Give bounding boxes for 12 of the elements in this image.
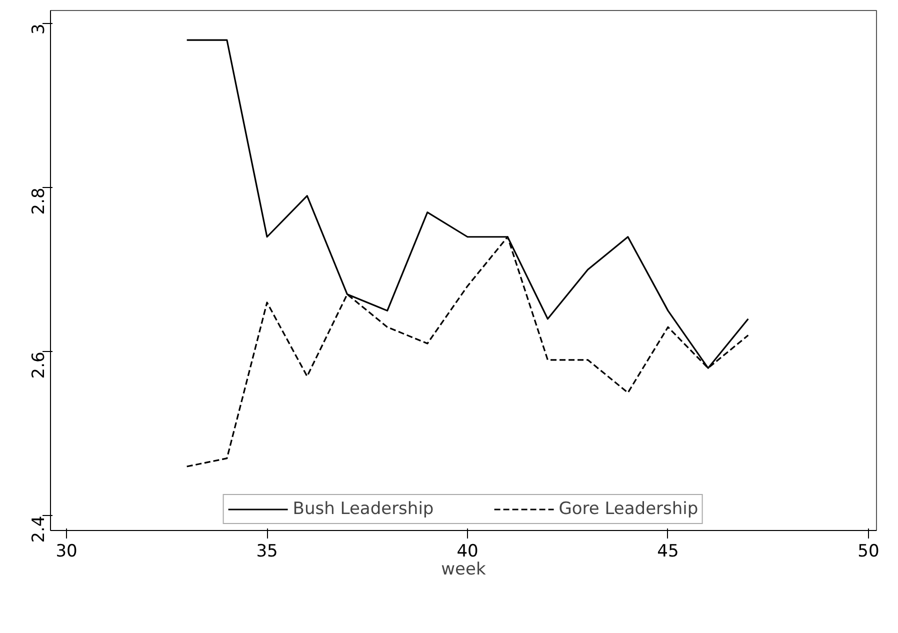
x-axis-title: week xyxy=(441,560,486,580)
x-tick-label: 50 xyxy=(858,542,880,562)
legend-label: Gore Leadership xyxy=(558,499,698,519)
x-tick-label: 45 xyxy=(657,542,679,562)
y-tick-label: 2.8 xyxy=(29,188,49,215)
y-tick-label: 2.4 xyxy=(29,516,49,543)
legend-label: Bush Leadership xyxy=(292,499,434,519)
y-tick-label: 3 xyxy=(29,24,49,34)
y-tick-label: 2.6 xyxy=(29,352,49,379)
x-tick-label: 30 xyxy=(56,542,78,562)
x-tick-label: 40 xyxy=(456,542,478,562)
x-tick-label: 35 xyxy=(256,542,278,562)
